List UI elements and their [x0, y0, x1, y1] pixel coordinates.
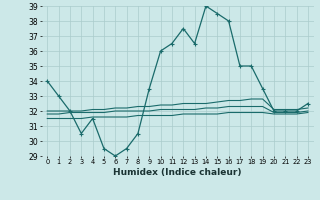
X-axis label: Humidex (Indice chaleur): Humidex (Indice chaleur) — [113, 168, 242, 177]
